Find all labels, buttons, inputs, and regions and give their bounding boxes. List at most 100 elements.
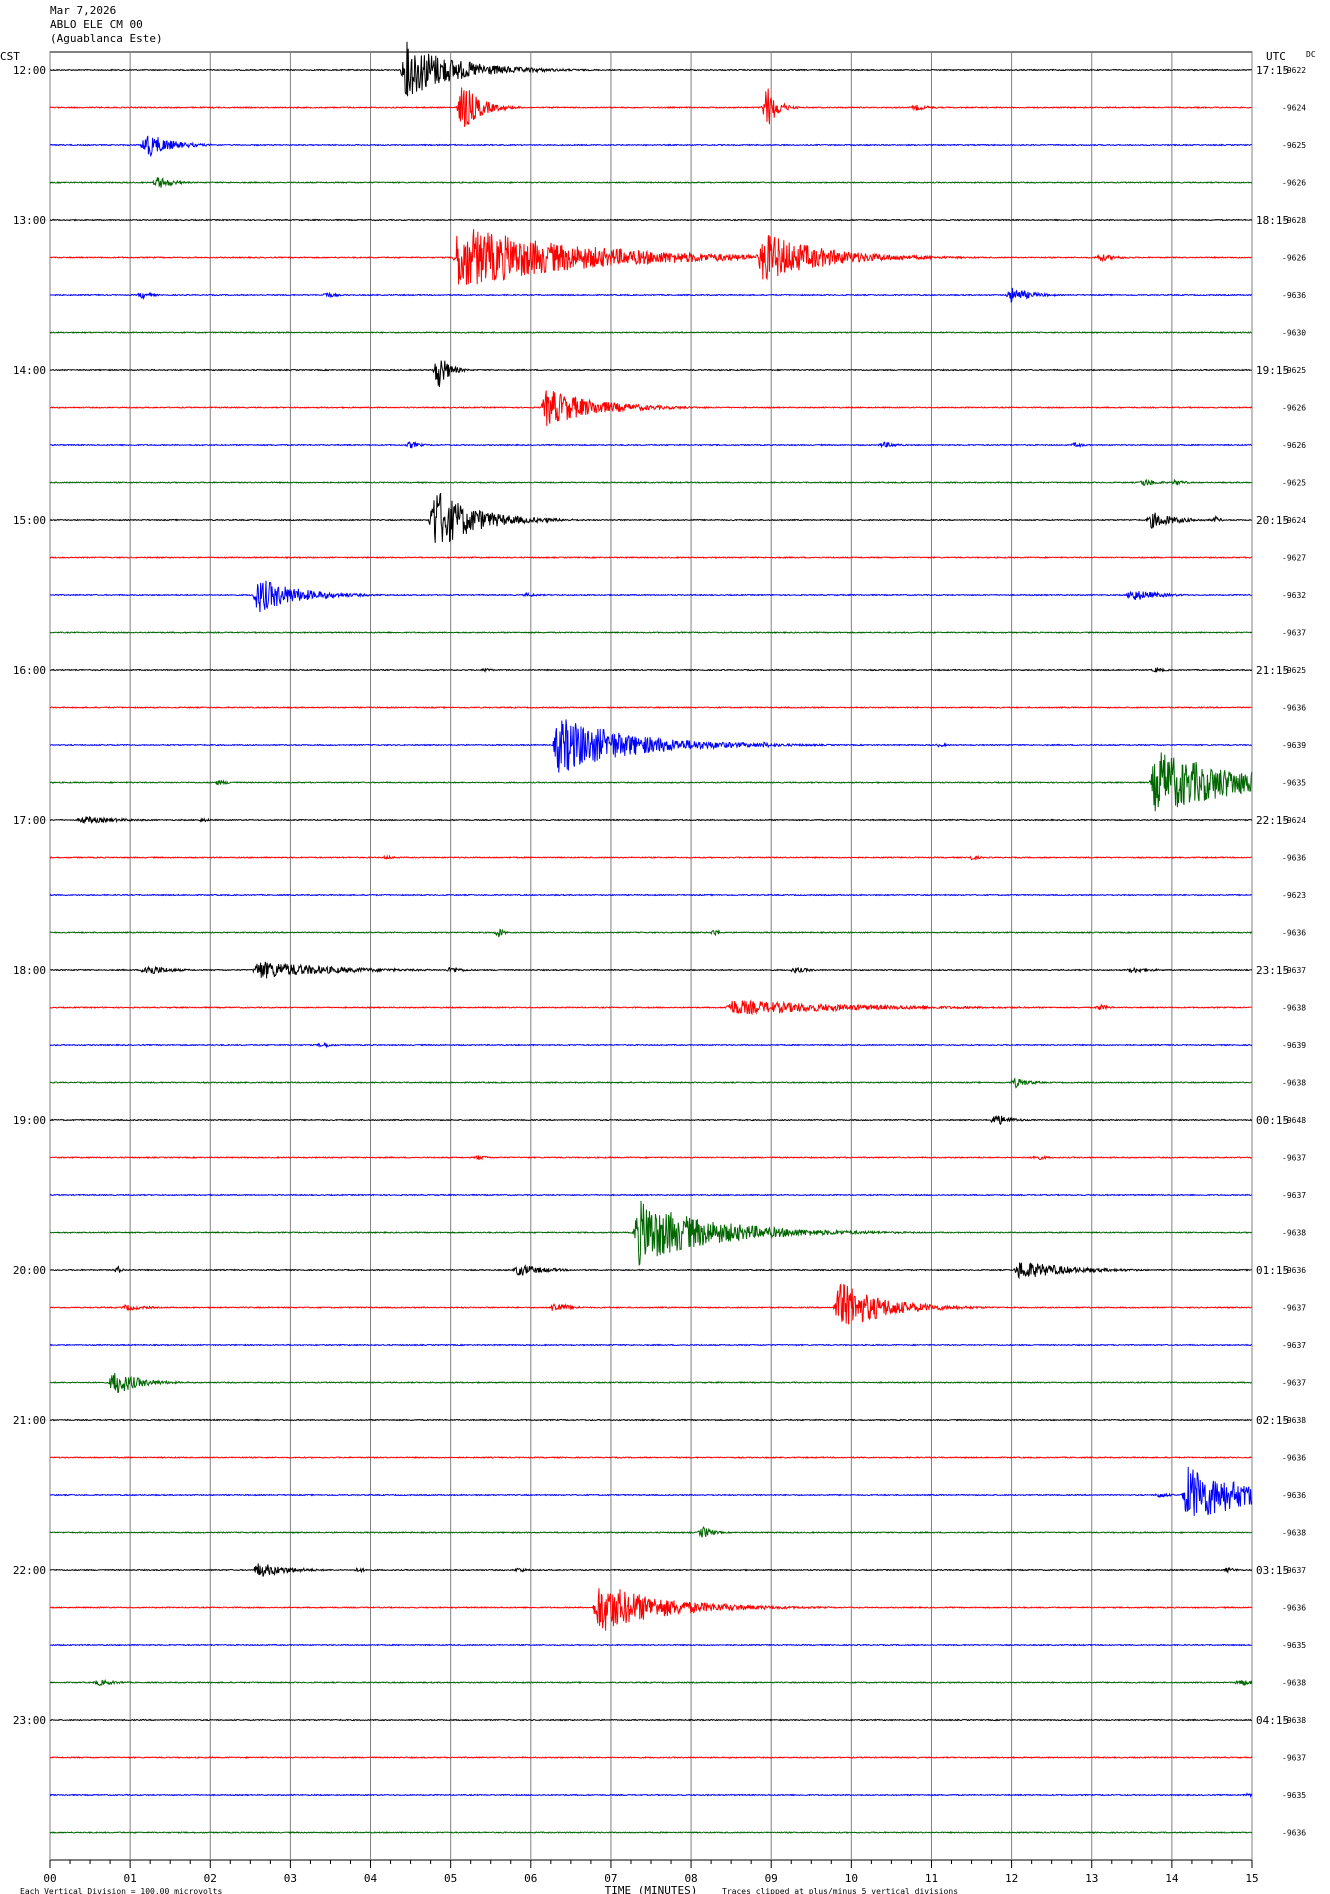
dc-offset-label: -9622 bbox=[1282, 66, 1306, 75]
x-tick-label: 02 bbox=[204, 1872, 217, 1885]
seismic-trace bbox=[49, 1200, 1252, 1267]
seismic-trace bbox=[49, 177, 1253, 188]
seismic-trace bbox=[49, 1563, 1253, 1577]
dc-offset-label: -9630 bbox=[1282, 329, 1306, 338]
dc-offset-label: -9638 bbox=[1282, 1416, 1306, 1425]
utc-hour-label: 19:15 bbox=[1256, 364, 1289, 377]
trace-group bbox=[49, 41, 1253, 1834]
dc-offset-label: -9636 bbox=[1282, 1829, 1306, 1838]
x-tick-label: 03 bbox=[284, 1872, 297, 1885]
dc-offset-label: -9625 bbox=[1282, 479, 1306, 488]
x-tick-label: 14 bbox=[1165, 1872, 1179, 1885]
seismic-trace bbox=[49, 441, 1252, 449]
dc-offset-label: -9626 bbox=[1282, 404, 1306, 413]
dc-offset-label: -9626 bbox=[1282, 254, 1306, 263]
dc-offset-label: -9637 bbox=[1282, 1341, 1306, 1350]
dc-offset-label: -9626 bbox=[1282, 179, 1306, 188]
dc-offset-label: -9624 bbox=[1282, 816, 1306, 825]
utc-hour-label: 02:15 bbox=[1256, 1414, 1289, 1427]
dc-offset-label: -9624 bbox=[1282, 104, 1306, 113]
x-tick-label: 01 bbox=[124, 1872, 137, 1885]
dc-offset-label: -9636 bbox=[1282, 291, 1306, 300]
seismic-trace bbox=[49, 1718, 1253, 1722]
seismic-trace bbox=[49, 1588, 1253, 1631]
utc-hour-label: 22:15 bbox=[1256, 814, 1289, 827]
seismic-trace bbox=[49, 1343, 1252, 1347]
utc-hour-label: 23:15 bbox=[1256, 964, 1289, 977]
utc-axis-label: UTC bbox=[1266, 50, 1286, 63]
utc-hour-label: 21:15 bbox=[1256, 664, 1289, 677]
seismic-trace bbox=[50, 390, 1253, 427]
x-tick-label: 13 bbox=[1085, 1872, 1098, 1885]
x-tick-label: 12 bbox=[1005, 1872, 1018, 1885]
dc-offset-label: -9638 bbox=[1282, 1716, 1306, 1725]
seismic-trace bbox=[49, 1077, 1252, 1089]
dc-label: DC bbox=[1306, 50, 1316, 59]
seismic-trace bbox=[49, 893, 1252, 897]
dc-offset-label: -9637 bbox=[1282, 1754, 1306, 1763]
dc-offset-label: -9636 bbox=[1282, 1491, 1306, 1500]
dc-offset-label: -9639 bbox=[1282, 1041, 1306, 1050]
cst-hour-label: 14:00 bbox=[13, 364, 46, 377]
seismic-trace bbox=[49, 631, 1253, 634]
seismic-trace bbox=[49, 87, 1252, 127]
seismic-trace bbox=[49, 41, 1252, 97]
dc-offset-label: -9637 bbox=[1282, 1304, 1306, 1313]
seismic-trace bbox=[49, 961, 1253, 979]
cst-hour-label: 19:00 bbox=[13, 1114, 46, 1127]
x-tick-label: 15 bbox=[1245, 1872, 1258, 1885]
seismic-trace bbox=[49, 1831, 1253, 1834]
header-station: ABLO ELE CM 00 bbox=[50, 18, 143, 31]
dc-offset-label: -9624 bbox=[1282, 516, 1306, 525]
utc-hour-label: 03:15 bbox=[1256, 1564, 1289, 1577]
seismic-trace bbox=[49, 1466, 1253, 1516]
seismic-trace bbox=[49, 218, 1253, 222]
dc-offset-label: -9637 bbox=[1282, 1379, 1306, 1388]
utc-hour-label: 01:15 bbox=[1256, 1264, 1289, 1277]
plot-grid bbox=[49, 51, 1253, 1868]
header-date: Mar 7,2026 bbox=[50, 4, 117, 17]
dc-offset-label: -9626 bbox=[1282, 441, 1306, 450]
dc-offset-label: -9635 bbox=[1282, 1791, 1306, 1800]
cst-hour-label: 21:00 bbox=[13, 1414, 46, 1427]
seismic-trace bbox=[49, 1678, 1253, 1686]
x-tick-label: 00 bbox=[43, 1872, 56, 1885]
cst-hour-label: 15:00 bbox=[13, 514, 46, 527]
seismic-trace bbox=[49, 719, 1252, 773]
seismic-trace bbox=[49, 360, 1252, 388]
dc-offset-label: -9636 bbox=[1282, 704, 1306, 713]
x-axis-title: TIME (MINUTES) bbox=[605, 1884, 698, 1894]
dc-offset-label: -9625 bbox=[1282, 366, 1306, 375]
seismic-trace bbox=[49, 1193, 1252, 1197]
cst-hour-label: 12:00 bbox=[13, 64, 46, 77]
dc-offset-label: -9636 bbox=[1282, 854, 1306, 863]
dc-offset-label: -9635 bbox=[1282, 779, 1306, 788]
seismic-trace bbox=[49, 1283, 1252, 1325]
dc-offset-label: -9637 bbox=[1282, 1154, 1306, 1163]
header-location: (Aguablanca Este) bbox=[50, 32, 163, 45]
utc-hour-label: 17:15 bbox=[1256, 64, 1289, 77]
cst-axis-label: CST bbox=[0, 50, 20, 63]
dc-offset-label: -9638 bbox=[1282, 1529, 1306, 1538]
dc-offset-label: -9638 bbox=[1282, 1079, 1306, 1088]
cst-hour-label: 22:00 bbox=[13, 1564, 46, 1577]
dc-offset-label: -9623 bbox=[1282, 891, 1306, 900]
seismic-trace bbox=[49, 1456, 1253, 1459]
seismic-trace bbox=[49, 666, 1253, 673]
seismic-trace bbox=[49, 1418, 1253, 1422]
dc-offset-label: -9636 bbox=[1282, 1266, 1306, 1275]
x-tick-label: 05 bbox=[444, 1872, 457, 1885]
seismic-trace bbox=[49, 135, 1253, 158]
dc-offset-label: -9636 bbox=[1282, 1454, 1306, 1463]
seismic-trace bbox=[49, 580, 1252, 613]
seismic-trace bbox=[49, 999, 1252, 1016]
seismic-trace bbox=[49, 331, 1252, 334]
dc-offset-label: -9628 bbox=[1282, 216, 1306, 225]
dc-offset-label: -9632 bbox=[1282, 591, 1306, 600]
seismic-trace bbox=[49, 1042, 1253, 1049]
seismic-trace bbox=[49, 492, 1252, 543]
utc-hour-label: 00:15 bbox=[1256, 1114, 1289, 1127]
dc-offset-label: -9648 bbox=[1282, 1116, 1306, 1125]
seismic-trace bbox=[49, 1643, 1253, 1647]
